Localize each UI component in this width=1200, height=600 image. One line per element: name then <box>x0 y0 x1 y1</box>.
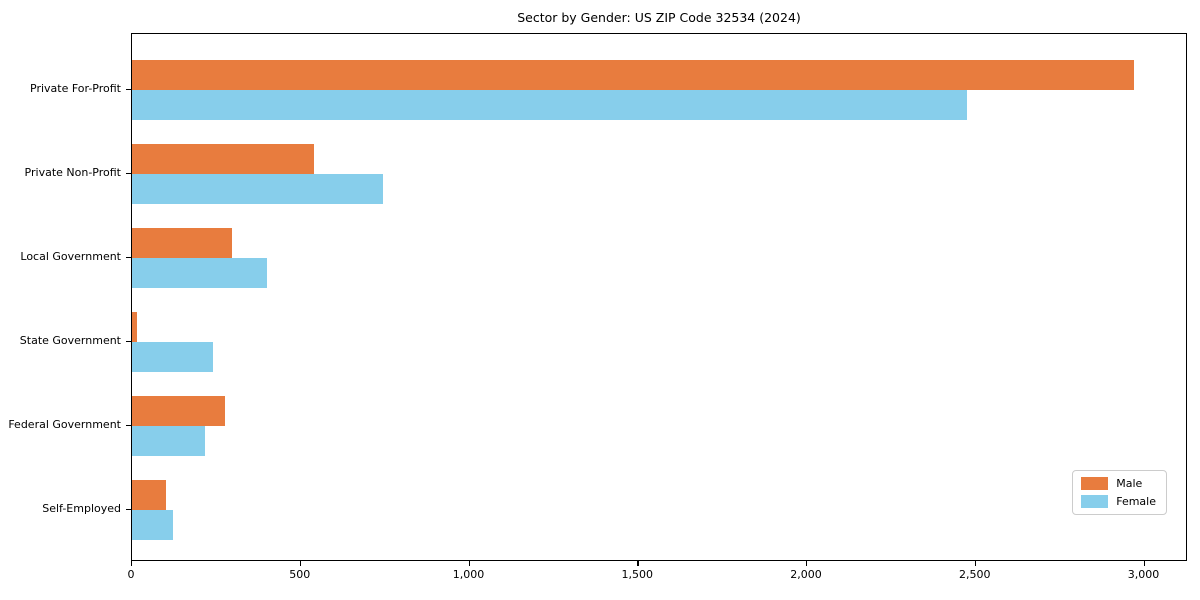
x-tick-mark <box>299 561 302 566</box>
x-tick-mark <box>131 561 133 566</box>
y-axis-label-0: Private For-Profit <box>30 81 121 95</box>
x-tick-label-4: 2,000 <box>790 568 822 581</box>
bar-male-1 <box>132 143 315 174</box>
chart-title: Sector by Gender: US ZIP Code 32534 (202… <box>517 10 801 25</box>
x-tick-mark <box>637 561 639 566</box>
bar-female-4 <box>132 425 205 456</box>
legend: Male Female <box>1072 470 1167 515</box>
bar-female-3 <box>132 341 213 372</box>
y-tick-mark <box>126 508 131 510</box>
y-tick-mark <box>126 172 131 174</box>
bar-female-2 <box>132 257 267 288</box>
x-tick-label-1: 500 <box>289 568 311 581</box>
x-tick-label-2: 1,000 <box>452 568 485 581</box>
x-tick-mark <box>468 561 470 566</box>
y-axis-label-3: State Government <box>19 333 121 347</box>
y-axis-label-5: Self-Employed <box>42 501 121 515</box>
y-tick-mark <box>126 88 131 90</box>
bar-male-4 <box>132 395 225 426</box>
legend-label-male: Male <box>1116 477 1143 490</box>
y-axis-label-4: Federal Government <box>8 417 121 431</box>
bar-male-5 <box>132 479 166 510</box>
y-axis-label-2: Local Government <box>20 249 121 263</box>
y-axis-label-1: Private Non-Profit <box>24 165 121 179</box>
x-tick-label-6: 3,000 <box>1127 568 1160 581</box>
bar-male-0 <box>132 59 1135 90</box>
female-series-swatch <box>1081 495 1109 508</box>
plot-area: Male Female <box>131 33 1187 561</box>
x-tick-label-5: 2,500 <box>959 568 991 581</box>
bar-male-3 <box>132 311 138 342</box>
male-series-swatch <box>1081 477 1109 490</box>
y-tick-mark <box>126 256 131 258</box>
x-tick-mark <box>806 561 808 566</box>
x-tick-label-3: 1,500 <box>621 568 654 581</box>
bar-male-2 <box>132 227 232 258</box>
legend-label-female: Female <box>1116 495 1156 508</box>
bar-female-5 <box>132 509 173 540</box>
bar-female-0 <box>132 89 968 120</box>
x-tick-mark <box>974 561 977 566</box>
y-tick-mark <box>126 424 131 426</box>
y-tick-mark <box>126 340 131 342</box>
x-tick-label-0: 0 <box>127 568 135 581</box>
legend-item-male: Male <box>1081 477 1156 490</box>
legend-item-female: Female <box>1081 495 1156 508</box>
bar-female-1 <box>132 173 384 204</box>
x-tick-mark <box>1143 561 1145 566</box>
